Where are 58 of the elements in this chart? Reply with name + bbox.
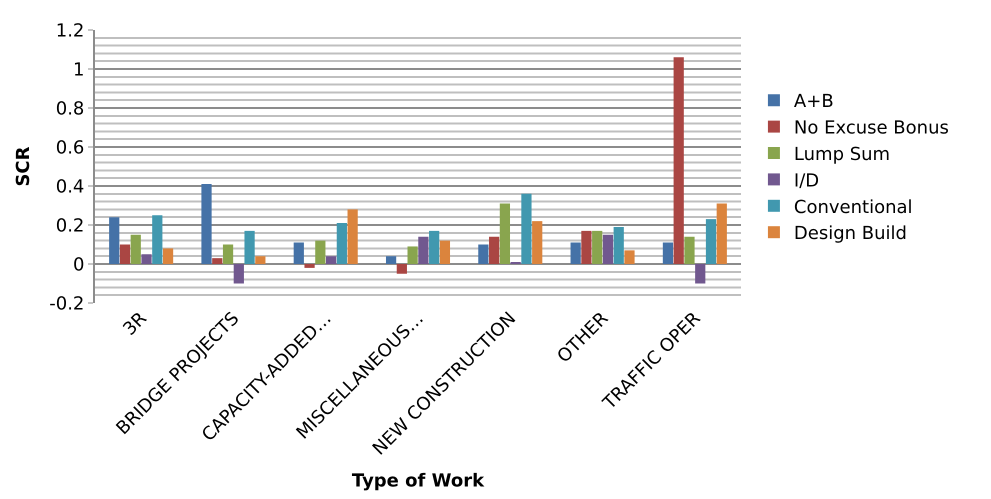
legend-label: Conventional (794, 196, 913, 218)
legend-label: Design Build (794, 223, 907, 244)
y-tick-label: 0.6 (56, 137, 84, 158)
bar (570, 242, 581, 264)
bar (234, 264, 244, 284)
y-tick-label: 1 (72, 59, 84, 80)
legend-label: Lump Sum (794, 144, 890, 166)
y-tick-label: 1.2 (56, 20, 84, 42)
y-axis-title: SCR (12, 146, 34, 187)
bar (141, 254, 152, 264)
bar (521, 194, 532, 264)
x-tick-label: 3R (119, 308, 152, 340)
bar (255, 256, 266, 264)
bar (662, 242, 674, 264)
bar (624, 250, 635, 264)
bar (326, 256, 336, 264)
bar (152, 215, 162, 264)
legend-label: A+B (794, 91, 834, 112)
bar (500, 204, 510, 264)
y-tick-label: 0.8 (56, 98, 84, 120)
bar (478, 244, 488, 264)
bar (602, 234, 614, 264)
bar (120, 244, 130, 264)
bar (716, 204, 727, 264)
bar (201, 184, 212, 264)
bar (418, 236, 428, 264)
bar (304, 264, 315, 268)
bar (706, 219, 716, 264)
bar (489, 236, 500, 264)
bar (532, 221, 542, 264)
bar (348, 209, 358, 264)
bar (396, 264, 407, 274)
bar (222, 244, 234, 264)
y-tick-label: -0.2 (49, 293, 84, 314)
bar (386, 256, 396, 264)
legend-label: I/D (794, 170, 820, 192)
y-tick-label: 0.4 (56, 176, 84, 198)
bar (315, 240, 326, 264)
bar (294, 242, 304, 264)
bar (408, 246, 418, 264)
bar (130, 234, 141, 264)
bar (695, 264, 706, 284)
bar (674, 57, 684, 264)
y-tick-label: 0.2 (56, 215, 84, 236)
x-axis-title: Type of Work (352, 470, 486, 492)
bar (684, 236, 695, 264)
bar (614, 226, 624, 264)
bar (592, 230, 602, 264)
bar (162, 248, 174, 264)
y-tick-label: 0 (72, 254, 84, 276)
bar (212, 258, 222, 264)
bar (429, 230, 440, 264)
legend-label: No Excuse Bonus (794, 118, 949, 139)
bar (336, 223, 347, 264)
bar (440, 240, 450, 264)
bar (109, 217, 120, 264)
bar (244, 230, 255, 264)
bar (581, 230, 592, 264)
